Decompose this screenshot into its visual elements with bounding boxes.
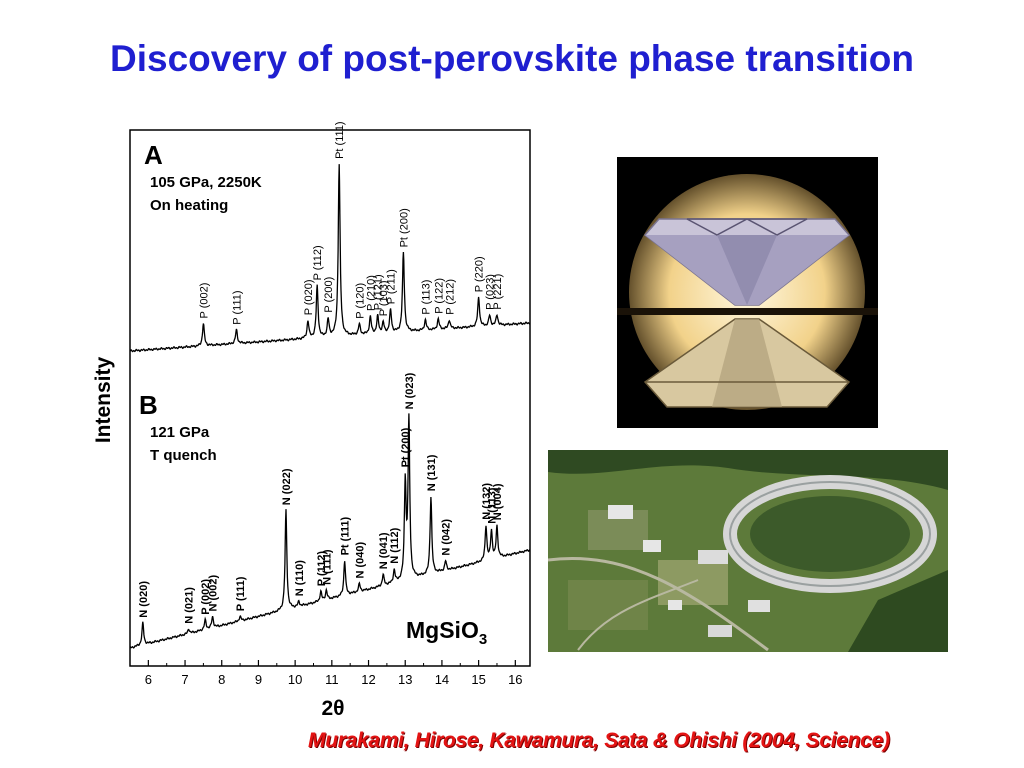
x-tick-label: 12 (361, 672, 375, 687)
plot-frame (129, 129, 531, 667)
peak-label: P (113) (420, 280, 432, 315)
citation: Murakami, Hirose, Kawamura, Sata & Ohish… (308, 729, 890, 752)
x-tick-label: 14 (435, 672, 449, 687)
x-tick-label: 6 (145, 672, 152, 687)
peak-label: N (110) (294, 560, 306, 596)
peak-label: P (112) (312, 245, 324, 280)
peak-labels: P (002) P (111) P (020)P (112)P (200)Pt (1… (138, 121, 504, 623)
peak-label: P (020) (303, 279, 315, 315)
diamond-anvil-cell-photo (617, 157, 878, 428)
diffraction-trace-panel-a (129, 164, 531, 353)
peak-label: N (002) (208, 574, 220, 611)
peak-label: P (122) (433, 278, 445, 314)
peak-label: P (200) (323, 277, 335, 313)
x-axis-ticks: 6 7 8 9 10 11 12 13 14 15 16 (129, 660, 523, 687)
peak-label: Pt (200) (398, 208, 410, 247)
x-tick-label: 8 (218, 672, 225, 687)
x-tick-label: 15 (471, 672, 485, 687)
peak-label: N (042) (441, 519, 453, 556)
x-tick-label: 16 (508, 672, 522, 687)
x-tick-label: 10 (288, 672, 302, 687)
peak-label: N (004) (492, 483, 504, 520)
peak-label: N (020) (138, 581, 150, 618)
xrd-chart: 6 7 8 9 10 11 12 13 14 15 16 P (002) P (111) P (020)… (92, 121, 531, 720)
panel-a-condition-1: 105 GPa, 2250K (150, 174, 262, 191)
peak-label: P (023) (485, 274, 497, 310)
panel-b-condition-2: T quench (150, 447, 217, 464)
x-tick-label: 9 (255, 672, 262, 687)
x-tick-label: 7 (181, 672, 188, 687)
peak-label: P (103) (378, 280, 390, 316)
slide-title: Discovery of post-perovskite phase trans… (110, 38, 914, 79)
peak-label: P (221) (492, 274, 504, 310)
peak-label: P (220) (474, 256, 486, 292)
peak-label: P (111) (235, 576, 247, 611)
x-axis-label: 2θ (321, 697, 344, 720)
synchrotron-aerial-photo (548, 450, 948, 652)
peak-label: Pt (111) (334, 121, 346, 158)
peak-label: N (113) (487, 487, 499, 523)
peak-label: P (002) (198, 283, 210, 319)
peak-label: N (131) (426, 454, 438, 491)
peak-label: N (111) (321, 549, 333, 585)
peak-label: N (021) (184, 587, 196, 624)
compound-label: MgSiO3 (406, 617, 487, 648)
peak-label: P (121) (373, 274, 385, 310)
panel-b-condition-1: 121 GPa (150, 424, 210, 441)
peak-label: P (002) (200, 579, 212, 615)
peak-label: N (022) (281, 468, 293, 505)
peak-label: N (023) (404, 372, 416, 409)
peak-label: P (111) (231, 290, 243, 324)
panel-a-condition-2: On heating (150, 197, 228, 214)
diffraction-traces (129, 164, 531, 649)
peak-label: N (041) (378, 532, 390, 569)
peak-label: P (211) (386, 269, 398, 304)
peak-label: N (132) (481, 483, 493, 520)
peak-label: Pt (200) (400, 427, 412, 467)
x-tick-label: 11 (325, 672, 339, 687)
peak-label: P (120) (354, 283, 366, 319)
x-tick-label: 13 (398, 672, 412, 687)
compound-subscript: 3 (479, 631, 487, 648)
peak-label: Pt (111) (340, 517, 352, 556)
peak-label: P (210) (365, 275, 377, 311)
panel-letter-b: B (139, 390, 158, 420)
peak-label: P (112) (316, 551, 328, 587)
y-axis-label: Intensity (92, 357, 115, 444)
peak-label: P (212) (444, 279, 456, 315)
panel-letter-a: A (144, 140, 163, 170)
compound-base: MgSiO (406, 617, 479, 643)
peak-label: N (112) (389, 527, 401, 563)
diffraction-trace-panel-b (129, 413, 531, 649)
peak-label: N (040) (354, 541, 366, 578)
